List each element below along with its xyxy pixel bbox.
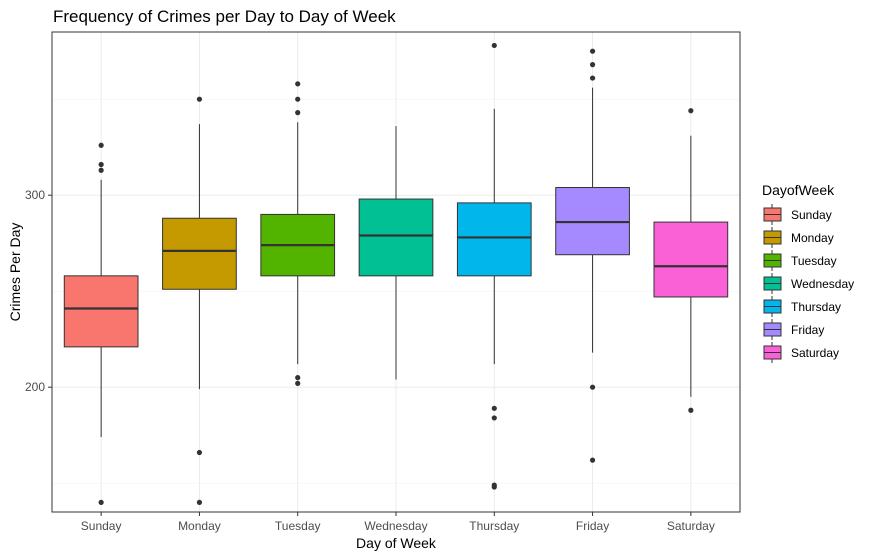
boxplot-sunday (63, 142, 139, 505)
outlier-point (98, 499, 104, 505)
outlier-point (196, 96, 203, 102)
boxplot-wednesday (358, 126, 434, 380)
legend: DayofWeek Sunday Monday Tuesday Wednesday Th… (762, 182, 854, 363)
outlier-point (196, 499, 203, 505)
legend-item-saturday: Saturday (763, 342, 839, 363)
legend-label: Monday (791, 231, 834, 245)
legend-label: Friday (791, 323, 824, 337)
outlier-point (196, 449, 203, 456)
outlier-point (589, 457, 596, 463)
legend-label: Saturday (791, 346, 839, 360)
outlier-point (688, 407, 694, 413)
boxplot-thursday (456, 42, 532, 490)
legend-title: DayofWeek (762, 182, 835, 198)
legend-item-monday: Monday (763, 227, 834, 248)
outlier-point (589, 62, 596, 68)
legend-label: Tuesday (791, 254, 837, 268)
boxplot-tuesday (260, 81, 336, 386)
outlier-point (98, 167, 104, 173)
legend-item-thursday: Thursday (763, 296, 841, 317)
outlier-point (295, 96, 301, 102)
outlier-point (688, 108, 694, 114)
x-tick-label: Sunday (81, 519, 122, 533)
boxplot-monday (162, 96, 237, 505)
outlier-point (491, 42, 497, 49)
legend-item-tuesday: Tuesday (763, 250, 837, 271)
outlier-point (295, 110, 301, 116)
legend-label: Thursday (791, 300, 841, 314)
legend-label: Sunday (791, 208, 832, 222)
box-iqr (456, 202, 532, 277)
x-axis-title: Day of Week (356, 535, 437, 551)
x-tick-label: Thursday (469, 519, 519, 533)
outlier-point (98, 142, 104, 148)
legend-item-sunday: Sunday (763, 204, 832, 225)
outlier-point (295, 380, 301, 386)
x-tick-label: Wednesday (364, 519, 427, 533)
boxplot-saturday (653, 108, 729, 413)
boxplot-friday (555, 48, 630, 463)
x-tick-label: Tuesday (275, 519, 321, 533)
outlier-point (589, 75, 596, 81)
x-tick-label: Monday (178, 519, 221, 533)
x-tick-label: Friday (576, 519, 609, 533)
y-tick-label: 200 (25, 380, 45, 394)
axis-layer: 200 300 Sunday Monday Tuesday Wednesday Thursd… (25, 188, 715, 533)
box-iqr (653, 221, 729, 298)
outlier-point (491, 482, 497, 488)
y-axis-title: Crimes Per Day (7, 223, 23, 322)
outlier-point (295, 375, 301, 381)
outlier-point (295, 81, 301, 87)
legend-item-friday: Friday (763, 319, 824, 340)
outlier-point (98, 161, 104, 168)
x-tick-label: Saturday (667, 519, 715, 533)
outlier-point (589, 384, 596, 390)
outlier-point (491, 415, 497, 421)
outlier-point (589, 48, 596, 54)
outlier-point (491, 405, 497, 411)
box-iqr (63, 275, 139, 348)
box-iqr (358, 198, 434, 277)
y-tick-label: 300 (25, 188, 45, 202)
box-layer (63, 42, 729, 505)
box-iqr (162, 217, 237, 290)
legend-item-wednesday: Wednesday (763, 273, 854, 294)
legend-label: Wednesday (791, 277, 854, 291)
chart-title: Frequency of Crimes per Day to Day of We… (53, 7, 396, 26)
